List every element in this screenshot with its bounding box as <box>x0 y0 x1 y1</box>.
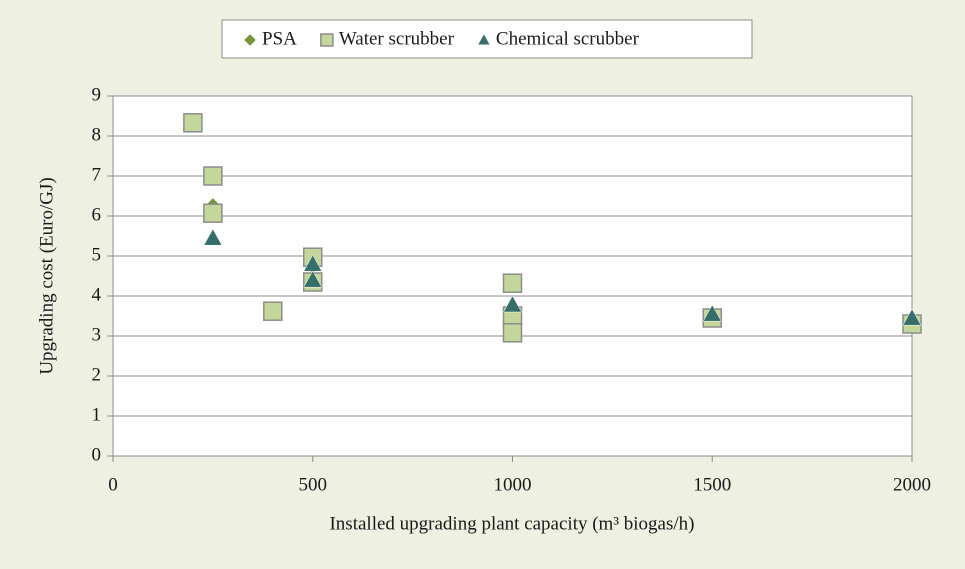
y-tick-label: 7 <box>92 164 102 185</box>
x-tick-label: 500 <box>299 474 328 495</box>
marker-triangle <box>503 295 522 313</box>
marker-triangle <box>303 270 323 288</box>
x-axis-title: Installed upgrading plant capacity (m³ b… <box>329 513 694 534</box>
marker-square <box>320 33 334 47</box>
marker-triangle <box>477 33 491 46</box>
marker-square <box>183 113 203 133</box>
legend-label: Chemical scrubber <box>496 28 640 49</box>
marker-square <box>263 301 283 321</box>
y-axis-title: Upgrading cost (Euro/GJ) <box>36 177 57 374</box>
y-tick-label: 9 <box>92 84 102 105</box>
y-tick-label: 3 <box>92 324 102 345</box>
legend-box <box>221 19 753 59</box>
marker-triangle <box>702 304 722 322</box>
marker-square <box>203 203 223 223</box>
marker-square <box>502 273 523 293</box>
legend-label: Water scrubber <box>339 28 455 49</box>
y-tick-label: 2 <box>92 364 102 385</box>
y-tick-label: 5 <box>92 244 102 265</box>
y-tick-label: 6 <box>92 204 102 225</box>
y-tick-label: 4 <box>92 284 102 305</box>
marker-triangle <box>203 228 223 246</box>
x-tick-label: 0 <box>108 474 118 495</box>
x-tick-label: 2000 <box>893 474 931 495</box>
x-tick-label: 1500 <box>693 474 731 495</box>
marker-square <box>502 323 523 343</box>
marker-triangle <box>902 308 922 326</box>
marker-diamond <box>243 33 257 47</box>
y-tick-label: 8 <box>92 124 102 145</box>
y-tick-label: 0 <box>92 444 102 465</box>
x-tick-label: 1000 <box>494 474 532 495</box>
marker-square <box>203 166 223 186</box>
legend-label: PSA <box>262 28 297 49</box>
y-tick-label: 1 <box>92 404 102 425</box>
